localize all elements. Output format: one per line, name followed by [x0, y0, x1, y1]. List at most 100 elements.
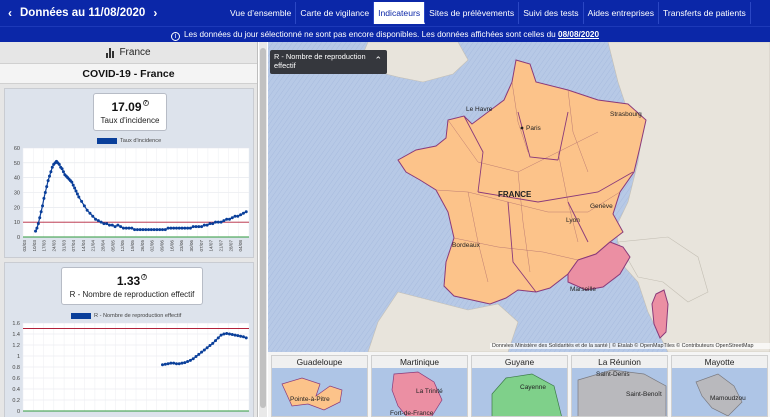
data-point [45, 185, 49, 189]
data-point [46, 179, 50, 183]
data-point [214, 220, 218, 224]
data-point [180, 361, 184, 365]
france-map[interactable]: Le Havre Paris Strasbourg FRANCE Genève … [268, 42, 770, 352]
data-point [82, 204, 86, 208]
region-paca [567, 241, 631, 291]
label-bordeaux: Bordeaux [452, 242, 481, 249]
data-point [124, 226, 128, 230]
data-point [42, 196, 46, 200]
inset-city: Saint-Benoît [626, 391, 662, 398]
data-point [208, 222, 212, 226]
data-point [61, 170, 65, 174]
legend-swatch [97, 138, 117, 144]
data-point [183, 226, 187, 230]
tab-carte-vigilance[interactable]: Carte de vigilance [296, 2, 375, 24]
tab-suivi-tests[interactable]: Suivi des tests [519, 2, 584, 24]
data-point [94, 217, 98, 221]
panel-title: COVID-19 - France [0, 64, 257, 84]
y-tick-label: 0.2 [12, 398, 20, 404]
data-point [219, 220, 223, 224]
y-tick-label: 1.2 [12, 343, 20, 349]
data-point [194, 355, 198, 359]
x-tick-label: 02/06 [150, 240, 155, 252]
inset-guyane[interactable]: Guyane Cayenne [471, 355, 568, 417]
data-point [214, 339, 218, 343]
x-tick-label: 14/07 [209, 240, 214, 252]
inset-city: Cayenne [520, 384, 547, 391]
data-point [105, 222, 109, 226]
country-selector[interactable]: France [0, 42, 257, 64]
data-point [135, 228, 139, 232]
data-point [57, 162, 61, 166]
help-icon[interactable]: ? [142, 100, 149, 106]
paris-dot [520, 126, 524, 130]
data-point [197, 225, 201, 229]
inset-reunion[interactable]: La Réunion Saint-Denis Saint-Benoît [571, 355, 668, 417]
tab-aides-entreprises[interactable]: Aides entreprises [584, 2, 659, 24]
label-le-havre: Le Havre [466, 106, 493, 113]
tab-transferts-patients[interactable]: Transferts de patients [659, 2, 751, 24]
label-france: FRANCE [498, 190, 532, 199]
data-point [155, 228, 159, 232]
x-tick-label: 19/05 [130, 240, 135, 252]
data-point [202, 223, 206, 227]
x-tick-label: 07/07 [199, 240, 204, 252]
y-tick-label: 30 [14, 191, 20, 197]
tab-indicateurs[interactable]: Indicateurs [374, 2, 426, 24]
data-point [80, 199, 84, 203]
label-lyon: Lyon [566, 217, 580, 224]
y-tick-label: 1 [17, 354, 20, 360]
reproduction-kpi-wrapper: 1.33? [62, 274, 202, 288]
tab-vue-ensemble[interactable]: Vue d’ensemble [226, 2, 297, 24]
data-point [166, 362, 170, 366]
help-icon[interactable]: ? [141, 274, 148, 280]
y-tick-label: 0.8 [12, 365, 20, 371]
italy-landmass [617, 236, 709, 303]
reproduction-chart-panel: 1.33? R - Nombre de reproduction effecti… [4, 262, 254, 417]
legend-swatch [71, 313, 91, 319]
data-point [230, 216, 234, 220]
x-tick-label: 28/04 [101, 240, 106, 252]
data-point [169, 226, 173, 230]
y-tick-label: 0.6 [12, 376, 20, 382]
data-point [138, 228, 142, 232]
data-point [241, 211, 245, 215]
data-point [200, 350, 204, 354]
data-point [191, 357, 195, 361]
data-point [186, 226, 190, 230]
x-tick-label: 04/08 [238, 240, 243, 252]
data-availability-notice: i Les données du jour sélectionné ne sont… [0, 26, 770, 42]
label-strasbourg: Strasbourg [610, 111, 642, 118]
inset-guadeloupe[interactable]: Guadeloupe Pointe-à-Pitre [271, 355, 368, 417]
next-date-icon[interactable]: › [153, 6, 158, 20]
indicator-dropdown[interactable]: R - Nombre de reproduction effectif ⌃ [270, 50, 387, 74]
incidence-line-chart: 0 10 20 30 40 50 60 03/03 10/03 17/03 24/03 31/03 07… [14, 146, 250, 252]
inset-city: Mamoudzou [710, 395, 746, 402]
data-point [60, 167, 64, 171]
data-point [239, 334, 243, 338]
inset-city: Fort-de-France [390, 410, 434, 417]
x-tick-label: 21/07 [218, 240, 223, 252]
data-point [75, 192, 79, 196]
notice-date-link[interactable]: 08/08/2020 [558, 30, 599, 39]
data-point [174, 362, 178, 366]
tab-sites-prelevements[interactable]: Sites de prélèvements [425, 2, 520, 24]
inset-mayotte[interactable]: Mayotte Mamoudzou [671, 355, 768, 417]
x-tick-label: 10/03 [32, 240, 37, 252]
data-point [244, 210, 248, 214]
data-point [174, 226, 178, 230]
scrollbar-thumb[interactable] [260, 48, 266, 408]
label-marseille: Marseille [570, 286, 596, 293]
previous-date-icon[interactable]: ‹ [8, 6, 12, 20]
panel-scrollbar[interactable] [259, 42, 267, 417]
data-point [208, 344, 212, 348]
data-point [227, 332, 231, 336]
data-point [39, 210, 43, 214]
inset-martinique[interactable]: Martinique La Trinité Fort-de-France [371, 355, 468, 417]
data-point [41, 204, 45, 208]
data-point [211, 341, 215, 345]
data-point [239, 213, 243, 217]
data-point [149, 228, 153, 232]
data-point [236, 334, 240, 338]
x-tick-label: 23/06 [179, 240, 184, 252]
